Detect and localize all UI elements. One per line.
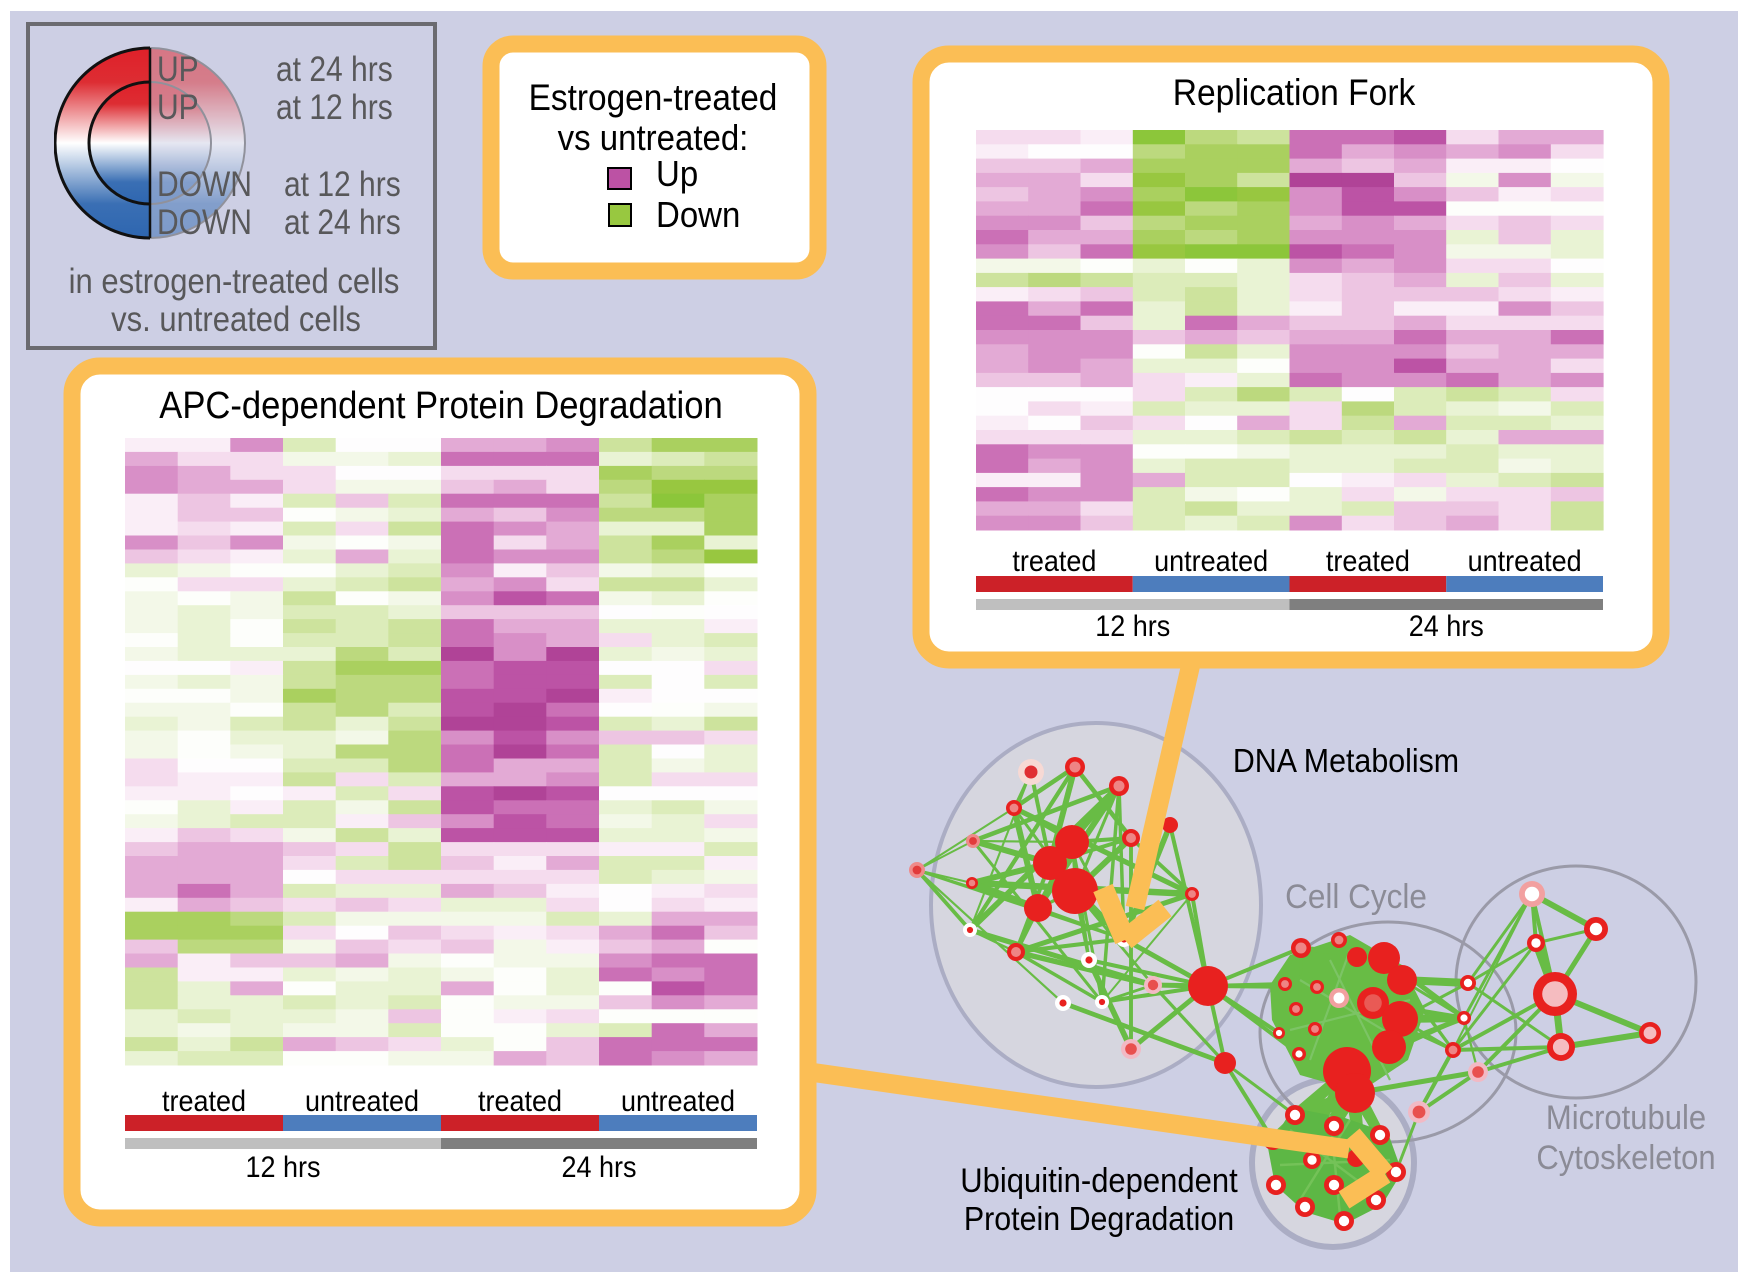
svg-text:in estrogen-treated cells: in estrogen-treated cells <box>69 262 400 301</box>
svg-text:at 24 hrs: at 24 hrs <box>276 49 393 89</box>
svg-text:at 12 hrs: at 12 hrs <box>284 164 401 204</box>
svg-text:Cell Cycle: Cell Cycle <box>1285 878 1427 917</box>
svg-text:Up: Up <box>656 155 698 195</box>
svg-text:untreated: untreated <box>305 1085 419 1118</box>
svg-text:treated: treated <box>1326 545 1410 578</box>
svg-text:vs. untreated cells: vs. untreated cells <box>111 300 361 339</box>
svg-text:Down: Down <box>656 196 740 236</box>
svg-text:Microtubule: Microtubule <box>1546 1099 1706 1137</box>
svg-text:Replication Fork: Replication Fork <box>1173 73 1416 114</box>
svg-text:DOWN: DOWN <box>157 164 252 204</box>
svg-text:treated: treated <box>1012 545 1096 578</box>
svg-text:12 hrs: 12 hrs <box>245 1151 320 1184</box>
svg-text:untreated: untreated <box>1468 545 1582 578</box>
svg-text:treated: treated <box>162 1085 246 1118</box>
svg-text:Estrogen-treated: Estrogen-treated <box>529 78 778 119</box>
svg-text:DOWN: DOWN <box>157 202 252 242</box>
svg-text:untreated: untreated <box>621 1085 735 1118</box>
svg-text:Cytoskeleton: Cytoskeleton <box>1536 1139 1715 1177</box>
svg-text:Ubiquitin-dependent: Ubiquitin-dependent <box>960 1162 1237 1200</box>
svg-text:DNA Metabolism: DNA Metabolism <box>1233 742 1459 780</box>
svg-text:APC-dependent Protein Degradat: APC-dependent Protein Degradation <box>159 383 722 426</box>
svg-text:untreated: untreated <box>1154 545 1268 578</box>
svg-text:UP: UP <box>157 87 199 127</box>
svg-text:at 12 hrs: at 12 hrs <box>276 87 393 127</box>
svg-text:treated: treated <box>478 1085 562 1118</box>
svg-text:12 hrs: 12 hrs <box>1095 610 1170 643</box>
svg-text:at 24 hrs: at 24 hrs <box>284 202 401 242</box>
svg-text:UP: UP <box>157 49 199 89</box>
svg-text:24 hrs: 24 hrs <box>561 1151 636 1184</box>
svg-text:vs untreated:: vs untreated: <box>558 119 749 159</box>
svg-text:24 hrs: 24 hrs <box>1409 610 1484 643</box>
svg-text:Protein Degradation: Protein Degradation <box>964 1200 1234 1238</box>
